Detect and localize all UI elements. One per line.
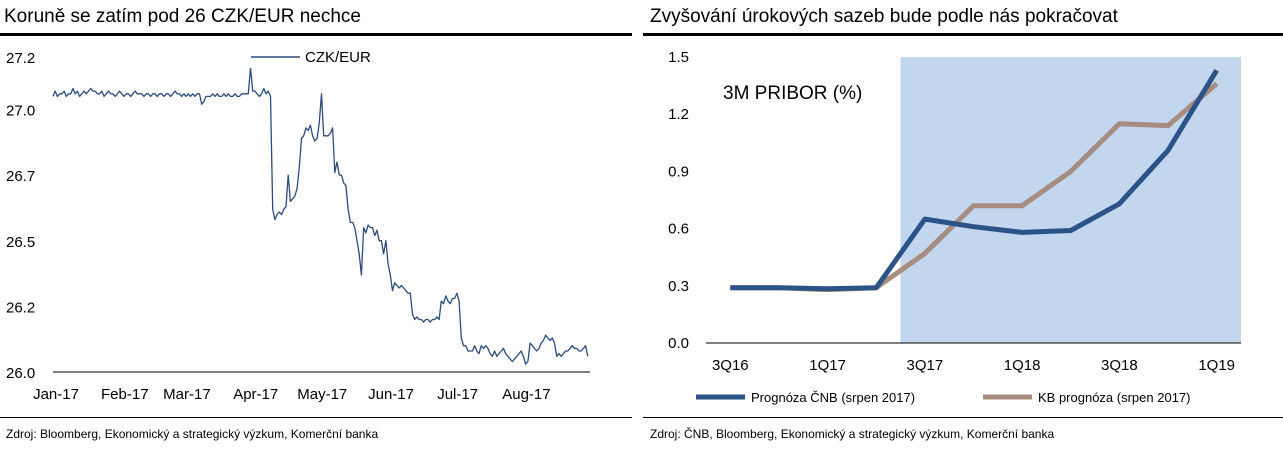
left-title-rule	[0, 33, 632, 36]
legend-label: CZK/EUR	[305, 49, 371, 66]
legend: Prognóza ČNB (srpen 2017) KB prognóza (sr…	[696, 390, 1190, 405]
right-source-note: Zdroj: ČNB, Bloomberg, Ekonomický a stra…	[650, 427, 1055, 441]
x-tick-label: 3Q17	[907, 357, 944, 374]
y-tick-label: 27.0	[6, 103, 35, 120]
legend: CZK/EUR	[243, 46, 393, 68]
pribor-panel: Zvyšování úrokových sazeb bude podle nás…	[643, 0, 1283, 451]
y-tick-label: 1.2	[668, 106, 689, 123]
legend-label-kb: KB prognóza (srpen 2017)	[1038, 390, 1190, 405]
x-tick-label: Jul-17	[437, 386, 478, 403]
y-tick-label: 0.0	[668, 335, 689, 352]
x-tick-label: 1Q18	[1004, 357, 1041, 374]
czk-eur-panel: Koruně se zatím pod 26 CZK/EUR nechce 27…	[0, 0, 632, 451]
left-source-rule	[0, 417, 632, 418]
x-tick-label: 3Q18	[1101, 357, 1138, 374]
y-tick-label: 0.9	[668, 163, 689, 180]
chart-annotation: 3M PRIBOR (%)	[723, 83, 862, 104]
y-tick-label: 0.3	[668, 278, 689, 295]
x-tick-label: Jan-17	[33, 386, 79, 403]
pribor-chart: 1.5 1.2 0.9 0.6 0.3 0.0 3Q16 1Q17 3Q17 1Q18 3Q18 1Q…	[668, 49, 1241, 405]
legend-label-cnb: Prognóza ČNB (srpen 2017)	[751, 390, 915, 405]
right-source-rule	[643, 417, 1283, 418]
forecast-shaded-region	[900, 57, 1241, 343]
left-chart-title: Koruně se zatím pod 26 CZK/EUR nechce	[4, 6, 361, 27]
y-tick-label: 0.6	[668, 221, 689, 238]
y-tick-label: 27.2	[6, 50, 35, 67]
x-tick-label: May-17	[297, 386, 347, 403]
czk-eur-series-line	[52, 66, 589, 365]
y-tick-label: 26.2	[6, 299, 35, 316]
left-source-note: Zdroj: Bloomberg, Ekonomický a strategic…	[6, 427, 379, 441]
y-tick-label: 1.5	[668, 49, 689, 66]
czk-eur-chart: 27.2 27.0 26.7 26.5 26.2 26.0 Jan-17 Feb-17 Mar-…	[6, 46, 590, 403]
x-tick-label: Jun-17	[368, 386, 414, 403]
x-tick-label: 3Q16	[712, 357, 749, 374]
x-tick-label: Feb-17	[101, 386, 149, 403]
x-tick-label: Apr-17	[233, 386, 278, 403]
y-tick-label: 26.5	[6, 234, 35, 251]
x-tick-label: Aug-17	[502, 386, 550, 403]
x-tick-label: Mar-17	[163, 386, 211, 403]
x-tick-label: 1Q19	[1198, 357, 1235, 374]
right-title-rule	[643, 33, 1283, 36]
legend-background	[243, 46, 393, 68]
cnb-forecast-line	[730, 69, 1219, 292]
right-chart-title: Zvyšování úrokových sazeb bude podle nás…	[650, 6, 1118, 27]
y-tick-label: 26.7	[6, 168, 35, 185]
y-tick-label: 26.0	[6, 365, 35, 382]
x-tick-label: 1Q17	[809, 357, 846, 374]
